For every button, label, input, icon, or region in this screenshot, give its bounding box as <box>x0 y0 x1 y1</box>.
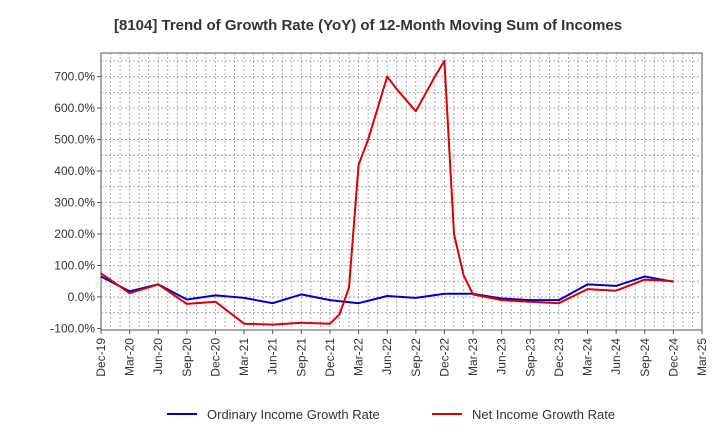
y-tick-label: 400.0% <box>54 164 95 178</box>
x-tick-label: Sep-22 <box>409 338 423 377</box>
x-tick-label: Mar-20 <box>123 338 137 376</box>
y-tick-label: 600.0% <box>54 101 95 115</box>
legend-label: Ordinary Income Growth Rate <box>207 407 380 422</box>
x-tick-label: Jun-21 <box>266 338 280 375</box>
x-tick-label: Mar-22 <box>352 338 366 376</box>
x-tick-label: Jun-20 <box>151 338 165 375</box>
y-grid <box>101 60 702 314</box>
y-axis: -100.0% 0.0% 100.0% 200.0% 300.0% 400.0% 500.0… <box>50 70 101 335</box>
x-tick-label: Dec-20 <box>208 338 222 377</box>
x-tick-label: Dec-19 <box>94 338 108 377</box>
x-tick-label: Mar-21 <box>237 338 251 376</box>
y-tick-label: 300.0% <box>54 196 95 210</box>
x-tick-label: Mar-24 <box>581 338 595 376</box>
legend-label: Net Income Growth Rate <box>472 407 615 422</box>
x-tick-label: Jun-24 <box>609 338 623 375</box>
x-tick-label: Jun-22 <box>380 338 394 375</box>
y-tick-label: 200.0% <box>54 227 95 241</box>
x-tick-label: Dec-23 <box>552 338 566 377</box>
x-tick-label: Sep-20 <box>180 338 194 377</box>
y-tick-label: 100.0% <box>54 258 95 272</box>
series-lines <box>100 59 674 326</box>
y-tick-label: -100.0% <box>50 321 95 335</box>
y-tick-label: 500.0% <box>54 133 95 147</box>
x-axis: Dec-19 Mar-20 Jun-20 Sep-20 Dec-20 Mar-21 Jun-… <box>94 330 709 377</box>
y-tick-label: 0.0% <box>68 290 96 304</box>
x-tick-label: Sep-21 <box>294 338 308 377</box>
x-tick-label: Jun-23 <box>495 338 509 375</box>
x-tick-label: Sep-23 <box>523 338 537 377</box>
x-tick-label: Sep-24 <box>638 338 652 377</box>
x-tick-label: Mar-25 <box>695 338 709 376</box>
legend: Ordinary Income Growth Rate Net Income Gr… <box>167 407 615 422</box>
plot-area <box>100 52 703 331</box>
x-tick-label: Dec-22 <box>437 338 451 377</box>
x-tick-label: Dec-21 <box>323 338 337 377</box>
x-tick-label: Mar-23 <box>466 338 480 376</box>
series-line-2 <box>100 59 674 326</box>
x-tick-label: Dec-24 <box>666 338 680 377</box>
chart-title: [8104] Trend of Growth Rate (YoY) of 12-… <box>114 17 622 34</box>
y-tick-label: 700.0% <box>54 70 95 84</box>
series-line-1 <box>100 275 674 305</box>
